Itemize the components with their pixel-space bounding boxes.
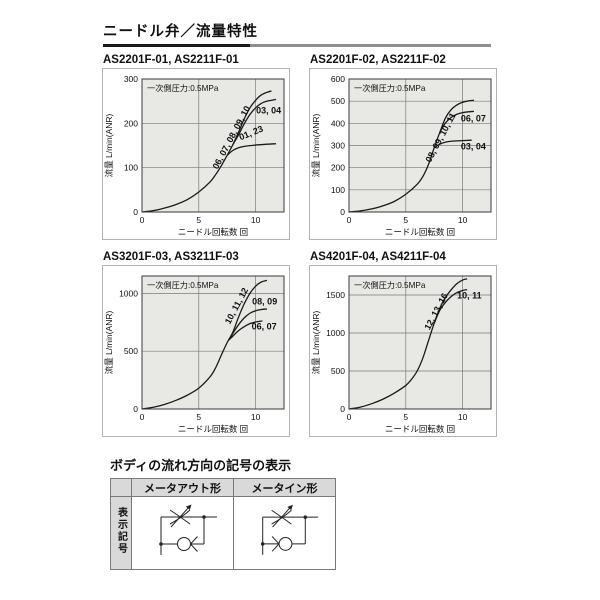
chart-title: AS2201F-01, AS2211F-01: [103, 54, 239, 66]
svg-text:0: 0: [133, 404, 138, 414]
svg-text:5: 5: [196, 412, 201, 422]
meter-in-circuit-icon: [260, 504, 319, 555]
svg-text:10: 10: [251, 215, 261, 225]
svg-text:500: 500: [124, 346, 138, 356]
meter-out-circuit-icon: [159, 504, 217, 555]
svg-text:08, 09: 08, 09: [252, 297, 277, 307]
svg-text:500: 500: [331, 96, 345, 106]
meter-in-symbol-cell: [233, 496, 336, 570]
title-rule-black-segment: [103, 44, 250, 47]
svg-text:10, 11: 10, 11: [457, 290, 482, 300]
symbols-section-heading: ボディの流れ方向の記号の表示: [110, 458, 292, 473]
meter-out-symbol-cell: [131, 496, 234, 570]
column-header-meter-out: メータアウト形: [131, 478, 234, 497]
svg-text:10: 10: [458, 412, 468, 422]
svg-text:100: 100: [124, 163, 138, 173]
svg-text:5: 5: [403, 215, 408, 225]
svg-text:ニードル回転数 回: ニードル回転数 回: [178, 227, 248, 237]
svg-text:0: 0: [340, 404, 345, 414]
svg-text:03, 04: 03, 04: [256, 106, 281, 116]
svg-text:5: 5: [196, 215, 201, 225]
svg-text:0: 0: [140, 412, 145, 422]
svg-text:06, 07: 06, 07: [461, 114, 486, 124]
flow-chart-panel-1: AS2201F-01, AS2211F-01 0 100 200 300 0 5 10 一次側…: [102, 54, 290, 240]
column-header-meter-in: メータイン形: [233, 478, 336, 497]
svg-text:流量 L/min(ANR): 流量 L/min(ANR): [104, 310, 114, 374]
flow-chart-panel-4: AS4201F-04, AS4211F-04 0 500 1000 1500 0 5 10 一…: [309, 251, 497, 437]
flow-charts-grid: AS2201F-01, AS2211F-01 0 100 200 300 0 5 10 一次側…: [102, 54, 497, 437]
svg-text:流量 L/min(ANR): 流量 L/min(ANR): [311, 113, 321, 177]
svg-text:300: 300: [124, 74, 138, 84]
svg-text:0: 0: [133, 207, 138, 217]
flow-chart-panel-3: AS3201F-03, AS3211F-03 0 500 1000 0 5 10 一次側圧力…: [102, 251, 290, 437]
svg-text:200: 200: [124, 118, 138, 128]
svg-text:600: 600: [331, 74, 345, 84]
chart-title: AS4201F-04, AS4211F-04: [310, 251, 446, 263]
svg-text:一次側圧力:0.5MPa: 一次側圧力:0.5MPa: [147, 280, 219, 290]
title-rule: [103, 44, 491, 47]
symbols-table: メータアウト形 メータイン形 表示記号: [110, 478, 336, 570]
svg-text:10: 10: [458, 215, 468, 225]
svg-text:1000: 1000: [326, 328, 345, 338]
svg-text:一次側圧力:0.5MPa: 一次側圧力:0.5MPa: [354, 83, 426, 93]
title-rule-gray-segment: [250, 44, 491, 47]
svg-text:06, 07: 06, 07: [252, 321, 277, 331]
svg-text:ニードル回転数 回: ニードル回転数 回: [385, 227, 455, 237]
svg-text:400: 400: [331, 118, 345, 128]
row-header-display-symbol: 表示記号: [110, 496, 132, 570]
symbols-table-corner-cell: [110, 478, 132, 497]
svg-text:流量 L/min(ANR): 流量 L/min(ANR): [311, 310, 321, 374]
svg-text:0: 0: [347, 412, 352, 422]
svg-text:200: 200: [331, 163, 345, 173]
svg-text:10: 10: [251, 412, 261, 422]
flow-chart-panel-2: AS2201F-02, AS2211F-02 0 100 200 300 400 500 6…: [309, 54, 497, 240]
svg-text:0: 0: [140, 215, 145, 225]
svg-text:03, 04: 03, 04: [461, 141, 486, 151]
svg-text:ニードル回転数 回: ニードル回転数 回: [385, 424, 455, 434]
page-title: ニードル弁／流量特性: [103, 24, 258, 40]
svg-text:一次側圧力:0.5MPa: 一次側圧力:0.5MPa: [354, 280, 426, 290]
svg-text:1000: 1000: [119, 288, 138, 298]
svg-text:一次側圧力:0.5MPa: 一次側圧力:0.5MPa: [147, 83, 219, 93]
chart-title: AS3201F-03, AS3211F-03: [103, 251, 239, 263]
svg-text:0: 0: [340, 207, 345, 217]
svg-text:100: 100: [331, 185, 345, 195]
svg-text:5: 5: [403, 412, 408, 422]
chart-title: AS2201F-02, AS2211F-02: [310, 54, 446, 66]
svg-text:500: 500: [331, 366, 345, 376]
svg-text:0: 0: [347, 215, 352, 225]
svg-text:1500: 1500: [326, 290, 345, 300]
svg-text:ニードル回転数 回: ニードル回転数 回: [178, 424, 248, 434]
svg-text:300: 300: [331, 141, 345, 151]
svg-text:流量 L/min(ANR): 流量 L/min(ANR): [104, 113, 114, 177]
